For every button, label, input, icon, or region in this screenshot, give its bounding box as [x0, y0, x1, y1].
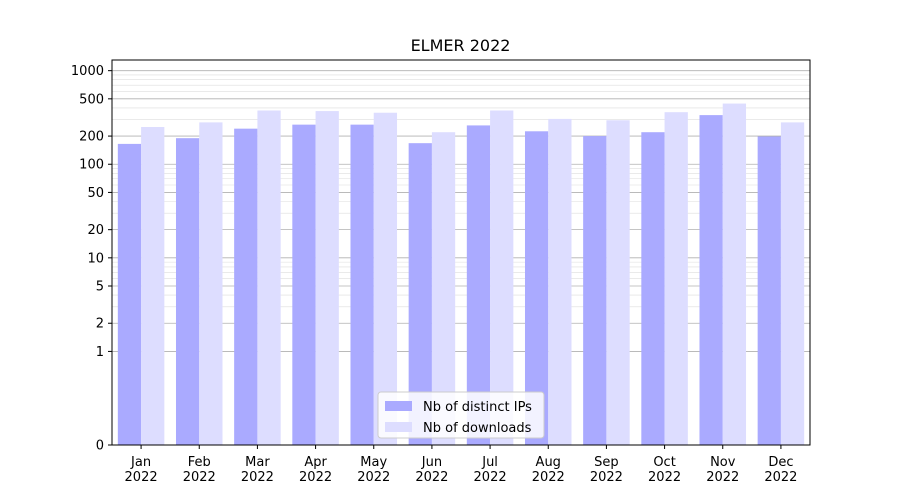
x-tick-label-month: Aug [536, 455, 561, 470]
x-tick-label-month: Dec [768, 455, 793, 470]
bar-nb-of-distinct-ips-apr [292, 124, 316, 445]
y-tick-label: 50 [87, 186, 104, 201]
x-tick-label: Sep 2022 [590, 455, 623, 485]
x-tick-label: Feb 2022 [183, 455, 216, 485]
y-tick-label: 0 [96, 439, 104, 454]
bar-nb-of-downloads-jul [490, 110, 514, 446]
y-tick-label: 500 [79, 92, 104, 107]
bar-nb-of-distinct-ips-mar [234, 128, 258, 445]
x-tick-label-year: 2022 [357, 470, 390, 485]
x-tick-label-month: Oct [653, 455, 675, 470]
bar-nb-of-distinct-ips-feb [175, 138, 200, 446]
y-tick-label: 10 [87, 251, 104, 266]
x-tick-label: Jan 2022 [125, 455, 158, 485]
y-tick-label: 2 [96, 317, 104, 332]
x-tick-label-month: Feb [188, 455, 211, 470]
x-tick-label-month: Jul [481, 455, 498, 470]
bar-nb-of-downloads-dec [780, 122, 805, 445]
x-tick-label-year: 2022 [706, 470, 739, 485]
chart-title: ELMER 2022 [411, 36, 511, 55]
x-tick-label: May 2022 [357, 455, 390, 485]
y-tick-label: 1 [96, 345, 104, 360]
bar-nb-of-downloads-aug [548, 118, 572, 445]
x-tick-label: Apr 2022 [299, 455, 332, 485]
bar-nb-of-distinct-ips-sep [583, 136, 607, 446]
y-tick-label: 1000 [71, 64, 104, 79]
x-tick-label: Jun 2022 [415, 455, 448, 485]
bar-nb-of-distinct-ips-jul [466, 125, 491, 445]
bar-nb-of-downloads-mar [257, 110, 281, 446]
bar-nb-of-downloads-jan [141, 127, 165, 445]
legend-swatch [385, 401, 412, 411]
legend-label: Nb of downloads [423, 421, 532, 436]
x-tick-label: Jul 2022 [474, 455, 507, 485]
bar-nb-of-distinct-ips-jun [408, 143, 432, 445]
x-tick-label: Nov 2022 [706, 455, 739, 485]
x-tick-label: Mar 2022 [241, 455, 274, 485]
y-tick-label: 100 [79, 158, 104, 173]
bar-nb-of-downloads-jun [431, 132, 456, 445]
bars-layer [117, 103, 805, 446]
x-tick-label-year: 2022 [648, 470, 681, 485]
bar-nb-of-distinct-ips-dec [757, 136, 781, 445]
x-tick-label-year: 2022 [125, 470, 158, 485]
bar-nb-of-downloads-may [373, 112, 398, 445]
y-tick-label: 5 [96, 280, 104, 295]
bar-nb-of-downloads-sep [606, 120, 630, 445]
bar-nb-of-distinct-ips-jan [117, 143, 142, 445]
x-tick-label-year: 2022 [299, 470, 332, 485]
legend-swatch [385, 422, 412, 432]
bar-nb-of-downloads-feb [199, 122, 223, 445]
x-tick-label-month: Apr [304, 455, 327, 470]
bar-nb-of-distinct-ips-oct [641, 132, 665, 445]
x-tick-label-year: 2022 [532, 470, 565, 485]
legend-box [377, 391, 545, 439]
bar-nb-of-distinct-ips-may [350, 124, 374, 445]
x-tick-label-month: Sep [594, 455, 619, 470]
y-tick-label: 20 [87, 223, 104, 238]
x-tick-label-month: Mar [245, 455, 270, 470]
x-tick-label-month: May [360, 455, 387, 470]
bar-nb-of-downloads-apr [315, 111, 339, 445]
x-tick-label-year: 2022 [415, 470, 448, 485]
legend: Nb of distinct IPs Nb of downloads [377, 391, 545, 439]
x-tick-label-year: 2022 [183, 470, 216, 485]
legend-label: Nb of distinct IPs [423, 400, 532, 415]
plot-frame [111, 59, 811, 446]
x-tick-label: Aug 2022 [532, 455, 565, 485]
x-tick-label-year: 2022 [241, 470, 274, 485]
bar-nb-of-distinct-ips-aug [524, 131, 549, 445]
x-tick-label: Dec 2022 [764, 455, 797, 485]
x-tick-label: Oct 2022 [648, 455, 681, 485]
grid-layer [112, 70, 810, 352]
x-tick-label-month: Jan [130, 455, 151, 470]
x-tick-label-year: 2022 [590, 470, 623, 485]
x-tick-label-year: 2022 [474, 470, 507, 485]
x-tick-label-month: Nov [710, 455, 736, 470]
y-tick-label: 200 [79, 130, 104, 145]
x-tick-label-month: Jun [421, 455, 442, 470]
bar-nb-of-distinct-ips-nov [699, 115, 723, 446]
bar-nb-of-downloads-oct [664, 112, 688, 445]
x-tick-label-year: 2022 [764, 470, 797, 485]
bar-nb-of-downloads-nov [722, 103, 747, 446]
